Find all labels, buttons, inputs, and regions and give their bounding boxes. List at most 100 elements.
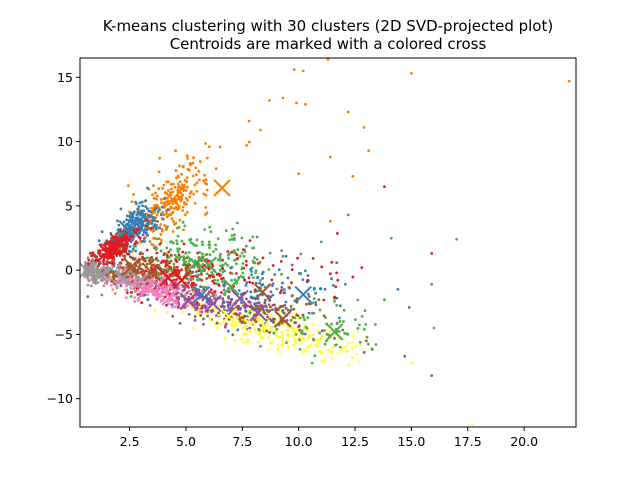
cluster-point — [87, 258, 91, 262]
cluster-point — [335, 322, 339, 326]
cluster-point — [351, 275, 355, 279]
cluster-point — [261, 322, 264, 325]
cluster-point — [360, 315, 364, 318]
x-tick-label: 15.0 — [397, 434, 425, 449]
cluster-point — [237, 289, 241, 292]
cluster-point — [231, 333, 235, 337]
cluster-point — [218, 254, 222, 258]
cluster-point — [356, 330, 360, 334]
cluster-point — [152, 243, 155, 247]
outlier-point — [364, 339, 368, 343]
cluster-point — [234, 262, 238, 266]
cluster-point — [212, 250, 215, 254]
cluster-point — [280, 272, 283, 276]
cluster-point — [186, 167, 190, 171]
cluster-point — [141, 257, 144, 261]
cluster-point — [314, 303, 318, 307]
cluster-point — [271, 303, 275, 307]
cluster-point — [196, 251, 200, 255]
cluster-point — [188, 195, 192, 199]
cluster-point — [134, 231, 137, 235]
cluster-point — [323, 287, 327, 291]
cluster-point — [274, 334, 278, 338]
cluster-point — [281, 333, 285, 337]
cluster-point — [271, 340, 275, 344]
cluster-point — [204, 206, 208, 209]
cluster-point — [136, 210, 140, 214]
cluster-point — [111, 265, 115, 269]
cluster-point — [299, 333, 303, 337]
cluster-point — [226, 263, 229, 267]
cluster-point — [151, 260, 154, 263]
cluster-point — [175, 242, 179, 246]
cluster-point — [302, 315, 305, 319]
cluster-point — [263, 311, 267, 315]
cluster-point — [178, 164, 181, 168]
cluster-point — [171, 190, 175, 194]
cluster-point — [239, 319, 242, 323]
cluster-point — [335, 304, 339, 307]
cluster-point — [271, 293, 275, 297]
cluster-point — [192, 156, 196, 160]
cluster-point — [86, 276, 90, 280]
cluster-point — [180, 239, 184, 243]
cluster-point — [145, 248, 149, 252]
cluster-point — [185, 265, 189, 269]
cluster-point — [169, 248, 173, 252]
cluster-point — [183, 178, 187, 182]
outlier-point — [410, 72, 413, 75]
cluster-point — [176, 234, 180, 238]
centroid-marker — [193, 285, 211, 304]
cluster-point — [323, 329, 326, 332]
cluster-point — [185, 176, 189, 180]
cluster-point — [312, 323, 316, 326]
cluster-point — [224, 261, 228, 265]
cluster-point — [170, 287, 174, 290]
cluster-point — [234, 317, 238, 321]
cluster-point — [147, 271, 151, 274]
cluster-point — [138, 201, 142, 205]
cluster-point — [226, 250, 230, 253]
cluster-point — [130, 200, 134, 204]
outlier-point — [430, 282, 434, 286]
cluster-point — [187, 251, 191, 254]
cluster-point — [326, 348, 330, 352]
outlier-point — [367, 149, 370, 153]
cluster-point — [227, 290, 231, 293]
cluster-point — [126, 237, 130, 241]
cluster-point — [313, 354, 317, 358]
cluster-point — [284, 254, 288, 258]
cluster-point — [297, 272, 301, 275]
cluster-point — [99, 278, 103, 282]
cluster-point — [334, 285, 338, 289]
cluster-point — [139, 239, 142, 243]
cluster-point — [280, 289, 283, 292]
cluster-point — [180, 172, 183, 176]
cluster-point — [161, 187, 164, 190]
cluster-point — [158, 156, 162, 160]
cluster-point — [181, 193, 184, 197]
cluster-point — [173, 253, 177, 257]
cluster-point — [320, 329, 324, 333]
cluster-point — [247, 140, 251, 144]
cluster-point — [145, 262, 149, 266]
cluster-point — [195, 270, 198, 274]
cluster-point — [215, 282, 218, 286]
outlier-point — [268, 99, 271, 102]
cluster-point — [319, 287, 323, 291]
cluster-point — [178, 185, 181, 188]
outlier-point — [432, 326, 436, 330]
cluster-point — [328, 272, 332, 276]
cluster-point — [194, 274, 198, 278]
cluster-point — [316, 338, 320, 342]
cluster-point — [169, 266, 173, 270]
cluster-point — [192, 192, 196, 196]
cluster-point — [178, 218, 182, 222]
cluster-point — [203, 228, 207, 232]
cluster-point — [184, 256, 188, 260]
cluster-point — [97, 249, 101, 253]
cluster-point — [260, 272, 264, 276]
cluster-point — [119, 284, 123, 288]
cluster-point — [269, 326, 273, 330]
cluster-point — [234, 272, 238, 275]
